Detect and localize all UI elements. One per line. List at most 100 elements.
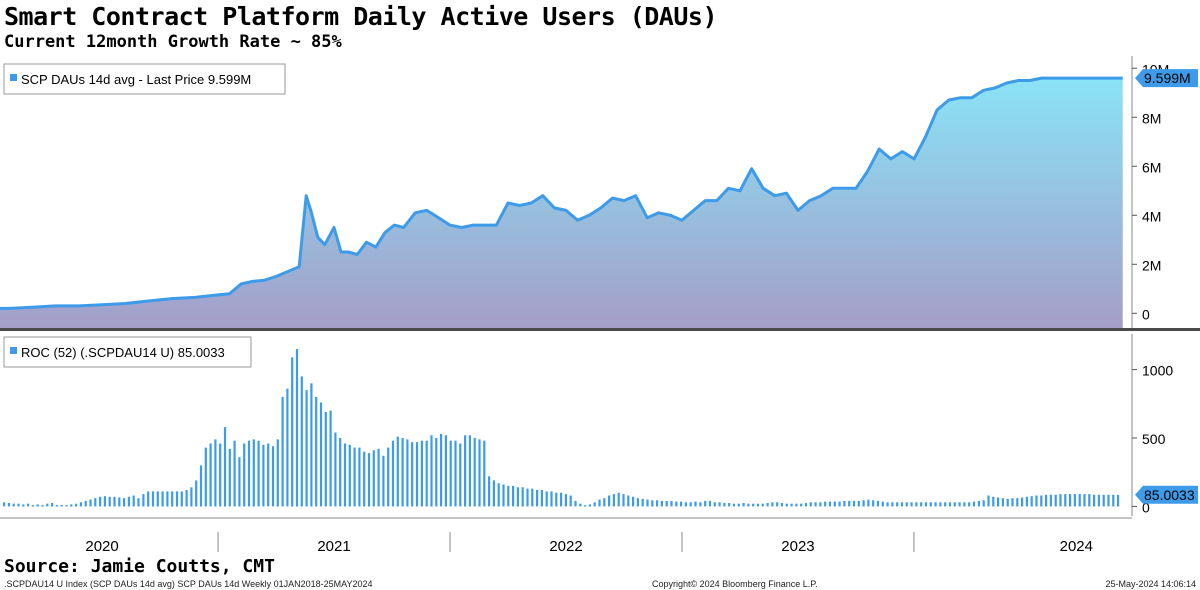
roc-bar bbox=[1006, 498, 1009, 507]
roc-bar bbox=[982, 500, 985, 507]
roc-bar bbox=[343, 443, 347, 507]
roc-bar bbox=[425, 440, 428, 507]
roc-bar bbox=[704, 500, 707, 507]
roc-bar bbox=[780, 503, 784, 507]
roc-bar bbox=[31, 505, 34, 507]
bottom-legend-box bbox=[3, 336, 252, 368]
roc-bar bbox=[785, 503, 788, 507]
roc-bar bbox=[728, 503, 731, 507]
roc-bar bbox=[948, 502, 952, 507]
roc-bar bbox=[430, 435, 433, 507]
roc-bar bbox=[7, 503, 10, 507]
roc-bar bbox=[977, 500, 980, 507]
roc-bar bbox=[1001, 498, 1004, 507]
roc-bar bbox=[75, 503, 78, 507]
roc-bar bbox=[1097, 494, 1100, 507]
roc-bar bbox=[804, 503, 808, 507]
roc-bar bbox=[464, 435, 467, 507]
roc-bar bbox=[411, 442, 414, 507]
roc-bar bbox=[891, 502, 894, 507]
roc-bar bbox=[843, 500, 846, 507]
roc-bar bbox=[555, 492, 558, 507]
roc-bar bbox=[118, 497, 121, 507]
roc-bar bbox=[79, 502, 82, 507]
roc-bar bbox=[420, 440, 423, 507]
roc-bar bbox=[243, 443, 246, 507]
roc-bar bbox=[920, 502, 923, 507]
roc-bar bbox=[929, 502, 932, 507]
roc-bar bbox=[1016, 498, 1019, 507]
roc-bar bbox=[896, 502, 899, 507]
roc-bar bbox=[267, 443, 270, 507]
roc-bar bbox=[367, 453, 371, 507]
roc-bar bbox=[838, 501, 841, 507]
roc-bar bbox=[531, 488, 534, 507]
bottom-y-tick-label: 1000 bbox=[1142, 363, 1173, 379]
roc-bar bbox=[545, 491, 548, 507]
roc-bar bbox=[94, 498, 97, 507]
roc-bar bbox=[809, 502, 812, 507]
roc-bar bbox=[958, 502, 961, 507]
roc-bar bbox=[223, 427, 227, 507]
roc-bar bbox=[1083, 494, 1086, 507]
bottom-legend-swatch bbox=[10, 347, 17, 354]
roc-bar bbox=[507, 485, 510, 507]
roc-bar bbox=[171, 491, 174, 507]
roc-bar bbox=[204, 447, 207, 507]
roc-bar bbox=[147, 491, 150, 507]
roc-bar bbox=[41, 505, 44, 507]
roc-bar bbox=[761, 503, 764, 507]
roc-bar bbox=[795, 503, 798, 507]
roc-bar bbox=[70, 504, 73, 507]
roc-bar bbox=[84, 500, 87, 507]
roc-bar bbox=[684, 502, 687, 507]
roc-bar bbox=[944, 502, 947, 507]
roc-bar bbox=[22, 504, 25, 507]
roc-bar bbox=[396, 436, 399, 507]
roc-last-value-marker bbox=[1135, 485, 1198, 504]
roc-bar bbox=[459, 443, 462, 507]
roc-bar bbox=[987, 495, 990, 507]
roc-bar bbox=[99, 496, 102, 507]
roc-bar bbox=[680, 501, 683, 507]
roc-bar bbox=[819, 502, 822, 507]
roc-bar bbox=[569, 495, 572, 507]
roc-bar bbox=[516, 487, 519, 507]
roc-bar bbox=[3, 502, 6, 507]
roc-bar bbox=[199, 465, 203, 507]
roc-bar bbox=[502, 484, 505, 507]
roc-bar bbox=[972, 501, 976, 507]
top-y-tick-label: 8M bbox=[1142, 110, 1161, 126]
roc-bar bbox=[756, 503, 760, 507]
roc-bar bbox=[387, 447, 390, 507]
roc-bar bbox=[708, 500, 712, 507]
roc-bar bbox=[257, 440, 260, 507]
roc-bar bbox=[627, 495, 630, 507]
roc-bar bbox=[593, 502, 596, 507]
roc-bar bbox=[992, 496, 995, 507]
roc-bar bbox=[737, 503, 740, 507]
roc-bar bbox=[27, 503, 30, 507]
roc-bar bbox=[103, 496, 106, 507]
roc-bar bbox=[1102, 494, 1105, 507]
roc-bar bbox=[699, 502, 702, 507]
roc-bar bbox=[449, 440, 452, 507]
roc-bar bbox=[36, 504, 39, 507]
roc-bar bbox=[521, 487, 524, 507]
roc-bar bbox=[540, 490, 543, 507]
roc-bar bbox=[997, 497, 1000, 507]
roc-bar bbox=[300, 376, 303, 507]
roc-bar bbox=[252, 439, 255, 507]
roc-bar bbox=[1088, 494, 1091, 507]
top-legend-label: SCP DAUs 14d avg - Last Price 9.599M bbox=[21, 72, 251, 87]
roc-bar bbox=[713, 502, 716, 507]
bottom-y-tick-label: 0 bbox=[1142, 499, 1150, 515]
roc-bar bbox=[886, 502, 889, 507]
roc-bar bbox=[742, 503, 745, 507]
source-credit: Source: Jamie Coutts, CMT bbox=[4, 556, 275, 577]
roc-bar bbox=[1078, 494, 1081, 507]
roc-bar bbox=[963, 502, 966, 507]
roc-bar bbox=[612, 494, 615, 507]
roc-bar bbox=[723, 503, 726, 507]
